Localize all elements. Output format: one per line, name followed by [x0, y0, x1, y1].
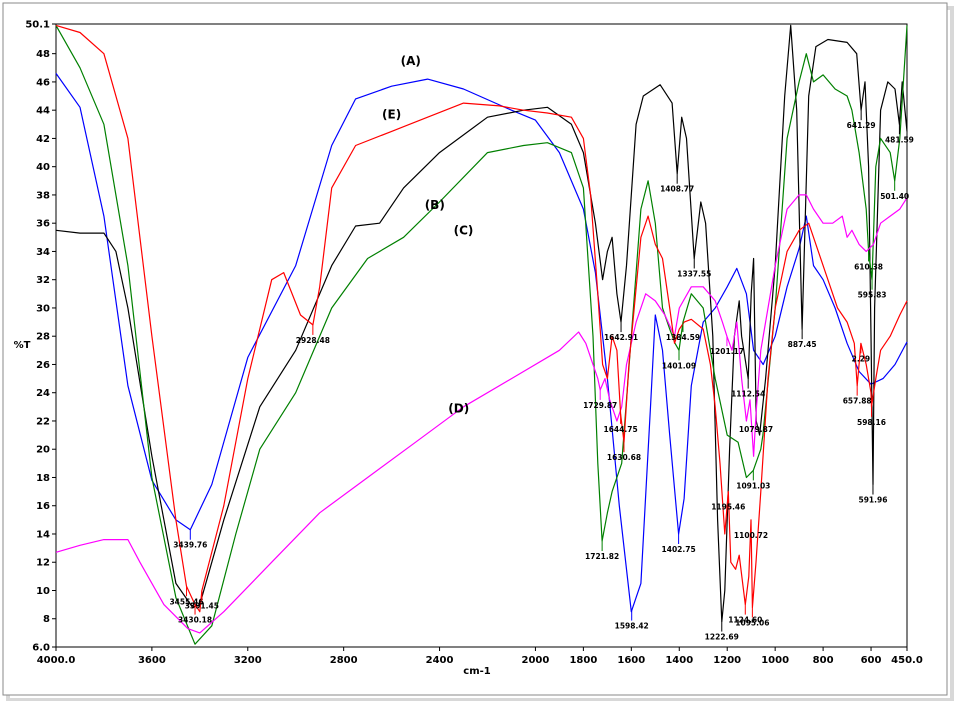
x-tick-label: 600 [861, 655, 882, 666]
y-tick-label: 32 [36, 275, 50, 286]
series-labels: (A) (E) (B) (C) (D) [382, 54, 473, 416]
peak-label: 481.59 [885, 135, 914, 144]
peak-label: 595.83 [858, 291, 887, 300]
peak-label: 657.88 [843, 397, 872, 406]
axes: 4000.0 3600 3200 2800 2400 2000 1800 1600 1400 12… [25, 20, 923, 667]
peak-label: 1408.77 [660, 185, 694, 194]
peak-label: 610.38 [854, 262, 883, 271]
x-tick-label: 2400 [426, 655, 454, 666]
x-tick-label: 2800 [330, 655, 358, 666]
peak-label: 1095.06 [735, 618, 769, 627]
peak-label: 591.96 [858, 496, 887, 505]
y-tick-label: 42 [36, 134, 50, 145]
peak-label: 887.45 [788, 340, 817, 349]
x-tick-label: 3200 [234, 655, 262, 666]
peak-label: 1091.03 [736, 481, 770, 490]
peak-label: 3430.18 [178, 616, 212, 625]
peak-label: 3455.46 [169, 597, 203, 606]
y-tick-label: 10 [36, 586, 50, 597]
y-tick-label: 34 [36, 247, 50, 258]
peak-label: 598.16 [857, 418, 886, 427]
peak-label: 1598.42 [615, 622, 649, 631]
peak-label: 1100.72 [734, 531, 768, 540]
peak-label: 2.29 [852, 354, 871, 363]
peak-label: 1079.87 [739, 425, 773, 434]
series-name-label: (E) [382, 108, 401, 122]
x-tick-label: 1600 [617, 655, 645, 666]
y-tick-label: 18 [36, 473, 50, 484]
y-tick-label: 12 [36, 558, 50, 569]
peak-label: 1124.60 [728, 616, 762, 625]
y-tick-label: 44 [36, 106, 50, 117]
series-line-d [55, 194, 908, 634]
peak-label: 1644.75 [604, 425, 638, 434]
y-tick-label: 28 [36, 332, 50, 343]
plot-area [55, 24, 908, 645]
y-tick-label: 46 [36, 77, 50, 88]
peak-label: 1401.09 [662, 361, 696, 370]
y-tick-label: 30 [36, 303, 50, 314]
series-line-e [55, 24, 908, 613]
peak-label: 641.29 [847, 121, 876, 130]
x-tick-label: 4000.0 [37, 655, 76, 666]
y-axis-label: %T [14, 340, 31, 351]
chart-panel [2, 2, 948, 696]
y-tick-label: 22 [36, 416, 50, 427]
peak-annotations: 3439.76 1598.42 1402.75 1642.91 1408.77 1337.… [169, 110, 914, 642]
peak-label: 3391.45 [185, 601, 219, 610]
x-axis-label: cm-1 [463, 666, 490, 677]
peak-label: 1721.82 [585, 552, 619, 561]
series-name-label: (C) [454, 223, 474, 237]
x-tick-label: 2000 [522, 655, 550, 666]
peak-label: 1630.68 [607, 453, 641, 462]
peak-label: 1222.69 [705, 633, 739, 642]
y-tick-label: 50.1 [25, 20, 50, 31]
x-tick-label: 1400 [665, 655, 693, 666]
plot-frame [55, 23, 908, 648]
x-tick-label: 800 [813, 655, 834, 666]
y-tick-label: 20 [36, 445, 50, 456]
y-tick-label: 38 [36, 190, 50, 201]
y-tick-label: 16 [36, 501, 50, 512]
peak-label: 1337.55 [677, 270, 711, 279]
x-tick-label: 1800 [569, 655, 597, 666]
y-tick-label: 26 [36, 360, 50, 371]
peak-label: 1642.91 [604, 333, 638, 342]
series-line-c [55, 25, 908, 645]
x-tick-label: 450.0 [891, 655, 923, 666]
peak-label: 1729.87 [583, 401, 617, 410]
y-tick-label: 36 [36, 219, 50, 230]
peak-label: 2928.48 [296, 336, 330, 345]
peak-label: 3439.76 [173, 541, 207, 550]
y-tick-label: 14 [36, 529, 50, 540]
y-tick-label: 48 [36, 49, 50, 60]
peak-label: 1201.17 [710, 347, 744, 356]
x-tick-label: 1000 [761, 655, 789, 666]
y-tick-label: 8 [43, 614, 50, 625]
x-tick-label: 3600 [138, 655, 166, 666]
series-name-label: (A) [401, 54, 421, 68]
series-name-label: (B) [425, 198, 445, 212]
y-tick-label: 40 [36, 162, 50, 173]
series-line-a [55, 73, 908, 613]
peak-label: 1195.46 [711, 503, 745, 512]
peak-label: 1402.75 [662, 545, 696, 554]
y-tick-label: 6.0 [32, 643, 50, 654]
x-tick-label: 1200 [713, 655, 741, 666]
y-tick-label: 24 [36, 388, 50, 399]
peak-label: 501.40 [880, 192, 909, 201]
peak-label: 1112.54 [731, 390, 765, 399]
series-name-label: (D) [448, 401, 469, 415]
series-line-b [55, 24, 908, 623]
peak-label: 1384.59 [666, 333, 700, 342]
